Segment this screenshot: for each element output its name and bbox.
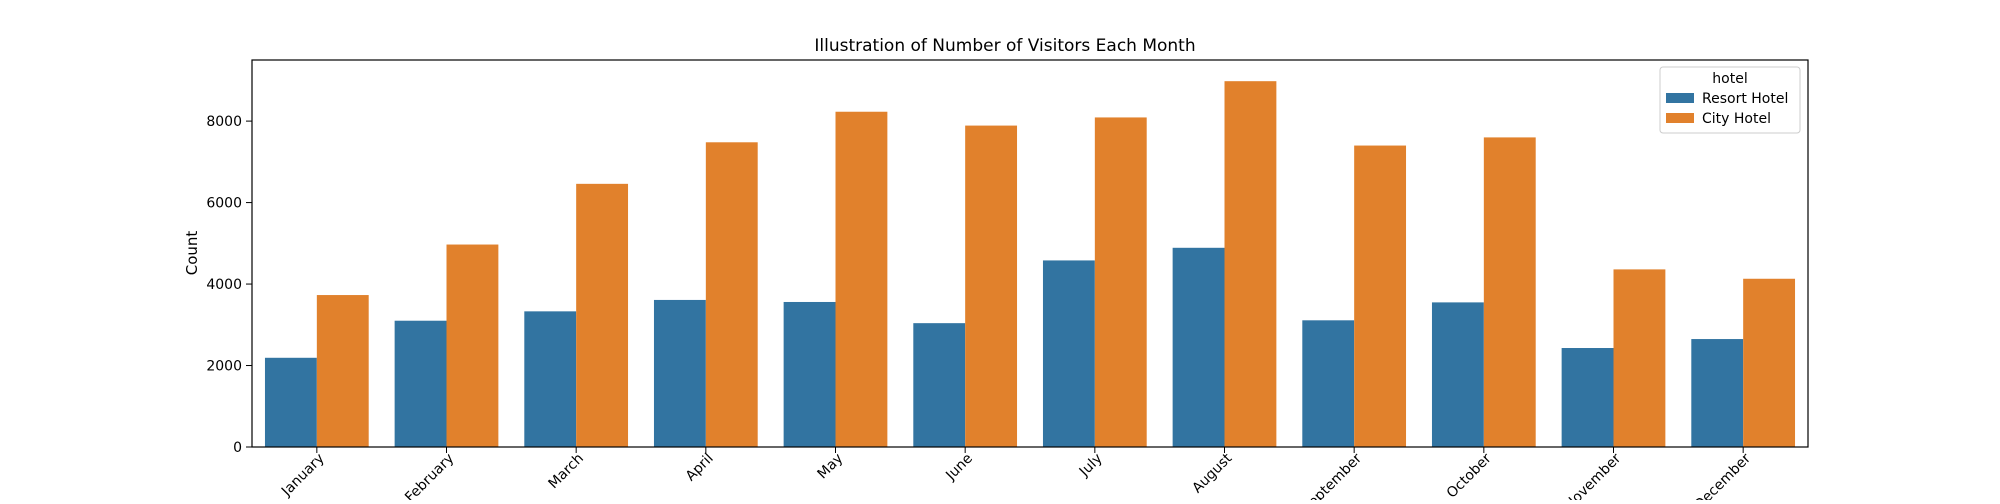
bar-resort-hotel-june xyxy=(913,323,966,447)
bar-resort-hotel-july xyxy=(1042,260,1095,447)
x-tick-label: June xyxy=(942,451,976,485)
bars-layer xyxy=(264,81,1796,448)
plot-frame xyxy=(251,59,1809,448)
legend-swatch xyxy=(1666,113,1694,123)
bar-city-hotel-april xyxy=(705,142,758,447)
bar-city-hotel-june xyxy=(965,125,1018,448)
x-tick-label: November xyxy=(1562,450,1625,500)
x-tick-label: October xyxy=(1444,450,1495,500)
x-tick-label: December xyxy=(1691,450,1754,500)
legend-title: hotel xyxy=(1712,71,1747,87)
y-axis-title: Count xyxy=(183,231,201,276)
bar-resort-hotel-february xyxy=(394,320,447,447)
bar-resort-hotel-august xyxy=(1172,247,1225,447)
bar-resort-hotel-october xyxy=(1431,302,1484,447)
x-tick-label: August xyxy=(1189,450,1235,496)
y-tick-label: 4000 xyxy=(206,277,242,293)
bar-city-hotel-may xyxy=(835,111,888,448)
y-axis-ticks: 0 2000 4000 6000 8000 xyxy=(206,114,252,456)
bar-city-hotel-november xyxy=(1613,269,1666,447)
bar-city-hotel-december xyxy=(1743,278,1796,447)
legend-label: City Hotel xyxy=(1702,111,1771,127)
y-tick-label: 8000 xyxy=(206,114,242,130)
x-tick-label: January xyxy=(278,451,328,500)
bar-city-hotel-august xyxy=(1224,81,1277,447)
x-tick-label: February xyxy=(402,451,457,500)
legend: hotel Resort Hotel City Hotel xyxy=(1659,66,1801,134)
bar-city-hotel-september xyxy=(1354,145,1407,447)
bar-resort-hotel-march xyxy=(524,311,577,447)
x-tick-label: July xyxy=(1076,451,1106,481)
legend-label: Resort Hotel xyxy=(1702,91,1788,107)
bar-city-hotel-january xyxy=(316,295,369,447)
x-tick-label: May xyxy=(815,451,847,483)
y-tick-label: 6000 xyxy=(206,196,242,212)
x-axis-ticks: January February March April May June July Augu… xyxy=(278,447,1754,504)
bar-city-hotel-february xyxy=(446,244,499,447)
bar-resort-hotel-november xyxy=(1561,348,1614,447)
bar-resort-hotel-january xyxy=(264,357,317,447)
y-tick-label: 0 xyxy=(233,440,242,456)
legend-box xyxy=(1659,66,1801,134)
x-tick-label: September xyxy=(1299,450,1365,500)
bar-resort-hotel-september xyxy=(1302,320,1355,447)
x-tick-label: April xyxy=(683,451,717,485)
y-tick-label: 2000 xyxy=(206,359,242,375)
bar-city-hotel-october xyxy=(1483,137,1536,447)
bar-resort-hotel-may xyxy=(783,301,836,447)
x-tick-label: March xyxy=(545,451,586,492)
bar-resort-hotel-december xyxy=(1691,339,1744,447)
bar-city-hotel-march xyxy=(576,183,629,447)
legend-swatch xyxy=(1666,93,1694,103)
chart-title: Illustration of Number of Visitors Each … xyxy=(814,36,1195,56)
bar-city-hotel-july xyxy=(1094,117,1147,447)
bar-resort-hotel-april xyxy=(653,299,706,447)
